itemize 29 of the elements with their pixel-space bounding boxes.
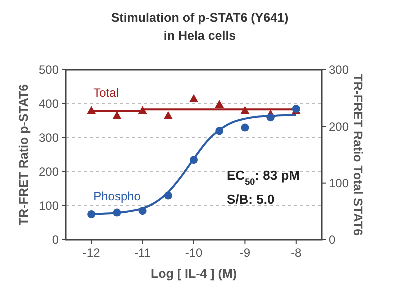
x-tick-label: -10 <box>185 246 203 260</box>
series-label: Phospho <box>94 190 142 204</box>
point <box>190 94 198 102</box>
y2-tick-label: 100 <box>329 176 350 191</box>
chart-subtitle: in Hela cells <box>164 29 236 43</box>
y2-tick-label: 0 <box>329 233 336 248</box>
y-tick-label: 200 <box>38 165 60 180</box>
point <box>215 100 224 108</box>
x-tick-label: -8 <box>291 246 302 260</box>
annotation: EC$_{50}$: 83 pM <box>227 168 300 187</box>
y-tick-label: 100 <box>38 199 60 214</box>
x-axis-title: Log [ IL-4 ] (M) <box>150 267 238 281</box>
y-tick-label: 0 <box>52 233 60 248</box>
point <box>164 111 173 120</box>
y2-tick-label: 300 <box>329 63 350 78</box>
y-axis-title: TR-FRET Ratio p-STAT6 <box>17 84 31 226</box>
y-tick-label: 400 <box>38 97 60 112</box>
point <box>112 111 122 120</box>
x-tick-label: -12 <box>82 246 101 260</box>
y-tick-label: 300 <box>38 131 60 146</box>
chart-title: Stimulation of p-STAT6 (Y641) <box>111 11 289 25</box>
annotation: S/B: 5.0 <box>227 192 275 207</box>
x-tick-label: -11 <box>134 246 152 260</box>
y2-axis-title: TR-FRET Ratio Total STAT6 <box>351 74 365 236</box>
y2-tick-label: 200 <box>329 120 350 134</box>
y-tick-label: 500 <box>38 63 60 78</box>
series-label: Total <box>94 86 119 100</box>
point <box>241 124 250 132</box>
x-tick-label: -9 <box>240 246 251 260</box>
